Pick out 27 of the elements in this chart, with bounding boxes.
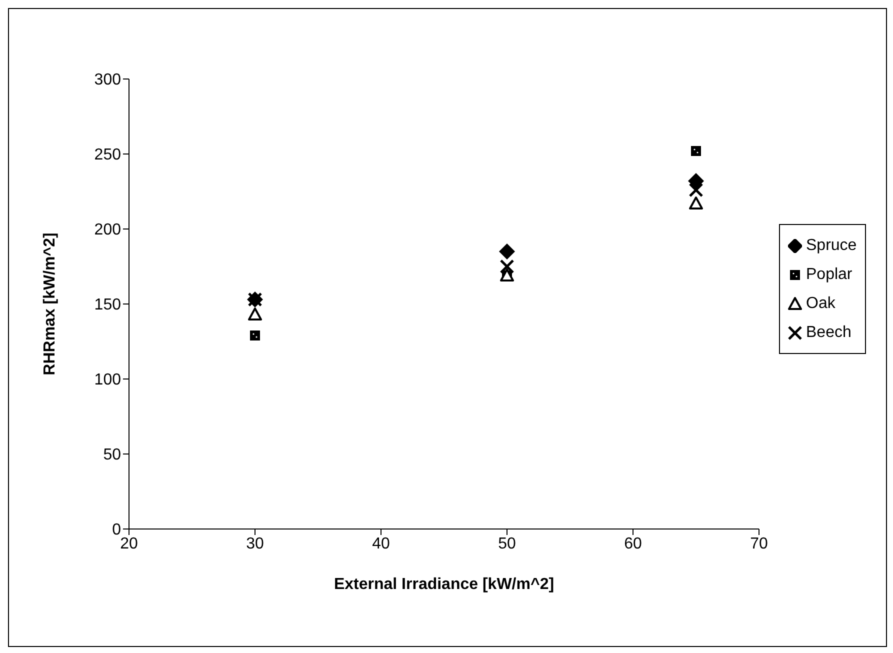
- x-tick-label: 60: [624, 535, 642, 552]
- y-tick-label: 50: [103, 446, 122, 464]
- legend-label: Spruce: [806, 236, 857, 254]
- y-axis-title: RHRmax [kW/m^2]: [42, 232, 59, 376]
- legend-label: Oak: [806, 294, 836, 312]
- point: [250, 330, 260, 340]
- y-tick-label: 300: [94, 72, 122, 89]
- x-tick-label: 20: [120, 535, 138, 552]
- point: [691, 146, 701, 156]
- point: [248, 308, 262, 320]
- legend-label: Poplar: [806, 266, 852, 284]
- y-tick-label: 200: [94, 222, 122, 239]
- point: [499, 244, 515, 260]
- x-tick-label: 70: [750, 535, 768, 552]
- x-tick-label: 50: [498, 535, 516, 552]
- point: [688, 173, 704, 189]
- x-axis-title: External Irradiance [kW/m^2]: [334, 576, 554, 593]
- point: [500, 259, 514, 274]
- y-tick-label: 100: [94, 372, 122, 389]
- legend-label: Beech: [806, 324, 852, 342]
- x-tick-label: 40: [372, 535, 390, 552]
- x-tick-label: 30: [246, 535, 264, 552]
- y-tick-label: 0: [112, 522, 122, 539]
- point: [688, 182, 704, 198]
- point: [689, 196, 703, 210]
- y-tick-label: 250: [94, 146, 122, 164]
- y-tick-label: 150: [94, 296, 122, 314]
